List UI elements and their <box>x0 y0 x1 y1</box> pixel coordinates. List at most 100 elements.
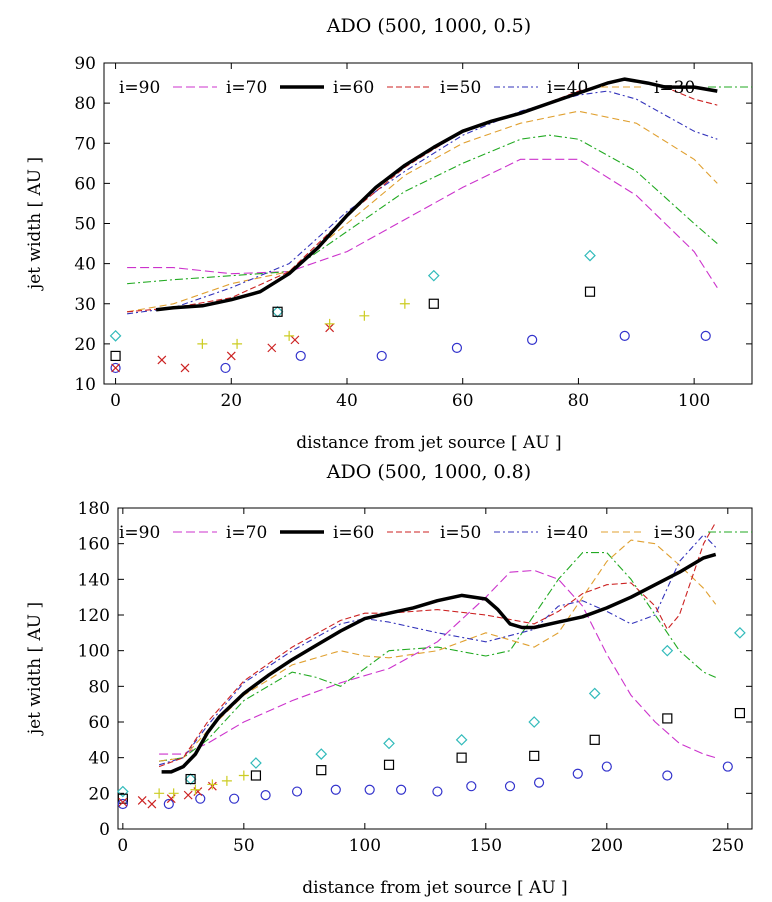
marker-blue-circles <box>527 334 538 345</box>
marker-blue-circles <box>195 793 206 804</box>
x-tick-label: 0 <box>110 391 121 411</box>
marker-red-crosses <box>111 363 120 373</box>
marker-blue-circles <box>504 781 516 792</box>
y-tick-label: 80 <box>88 677 110 697</box>
marker-blue-circles <box>163 798 174 810</box>
marker-cyan-diamonds <box>528 716 541 728</box>
series-line-i60 <box>158 522 717 768</box>
legend-label-i40: i=40 <box>547 78 588 98</box>
y-tick-label: 160 <box>78 535 110 555</box>
marker-black-squares <box>529 750 540 761</box>
x-tick-label: 200 <box>591 836 623 856</box>
series-line-i50 <box>158 534 717 766</box>
marker-cyan-diamonds <box>315 748 328 760</box>
marker-blue-circles <box>117 798 128 810</box>
series-line-i70 <box>161 552 717 774</box>
marker-yellow-pluses <box>324 318 335 329</box>
y-tick-label: 30 <box>74 295 96 315</box>
series-line-i50 <box>127 90 718 315</box>
y-tick-label: 60 <box>74 174 96 194</box>
y-tick-label: 50 <box>74 215 96 235</box>
marker-blue-circles <box>330 784 341 795</box>
marker-blue-circles <box>295 350 306 362</box>
series-line-i90 <box>159 569 716 759</box>
legend-label-i90: i=90 <box>119 523 160 543</box>
marker-black-squares <box>589 734 600 745</box>
series-line-i90 <box>127 158 718 288</box>
plot-frame <box>117 507 753 830</box>
marker-black-squares <box>316 765 327 776</box>
marker-cyan-diamonds <box>584 249 596 262</box>
x-tick-label: 40 <box>336 391 358 411</box>
series-line-i40 <box>159 539 717 762</box>
marker-blue-circles <box>572 768 583 779</box>
marker-black-squares <box>734 707 746 719</box>
legend-label-i90: i=90 <box>119 78 160 98</box>
series-line-i40 <box>127 110 718 313</box>
marker-yellow-pluses <box>399 298 410 309</box>
marker-black-squares <box>428 298 439 309</box>
marker-yellow-pluses <box>190 784 201 795</box>
marker-yellow-pluses <box>238 770 249 781</box>
y-tick-label: 40 <box>88 749 110 769</box>
marker-blue-circles <box>662 770 673 781</box>
marker-cyan-diamonds <box>427 269 440 282</box>
marker-red-crosses <box>180 363 190 373</box>
marker-red-crosses <box>226 351 236 361</box>
marker-cyan-diamonds <box>588 687 601 700</box>
y-tick-label: 120 <box>78 606 110 626</box>
x-tick-label: 250 <box>712 836 744 856</box>
legend-label-i30: i=30 <box>654 78 695 98</box>
marker-red-crosses <box>290 335 300 345</box>
marker-blue-circles <box>229 793 240 804</box>
y-tick-label: 140 <box>78 570 110 590</box>
x-tick-label: 100 <box>678 391 710 411</box>
legend-label-i50: i=50 <box>440 523 481 543</box>
marker-red-crosses <box>118 797 128 807</box>
marker-red-crosses <box>137 796 147 805</box>
legend-label-i70: i=70 <box>226 78 267 98</box>
plot-frame <box>103 62 753 385</box>
series-line-i30 <box>127 134 718 285</box>
y-axis-label: jet width [ AU ] <box>25 157 45 291</box>
chart-title: ADO (500, 1000, 0.5) <box>326 15 531 37</box>
marker-black-squares <box>456 752 467 763</box>
y-axis-label: jet width [ AU ] <box>25 602 45 736</box>
marker-cyan-diamonds <box>383 737 395 750</box>
marker-blue-circles <box>110 362 121 374</box>
x-tick-label: 150 <box>470 836 502 856</box>
marker-black-squares <box>250 770 262 781</box>
marker-blue-circles <box>376 350 387 362</box>
marker-red-crosses <box>157 355 167 365</box>
marker-blue-circles <box>466 781 477 792</box>
chart-title: ADO (500, 1000, 0.8) <box>326 461 531 483</box>
marker-blue-circles <box>601 761 612 772</box>
marker-yellow-pluses <box>197 338 208 349</box>
marker-black-squares <box>110 350 121 362</box>
marker-yellow-pluses <box>232 338 243 349</box>
marker-blue-circles <box>396 784 407 795</box>
marker-cyan-diamonds <box>109 330 122 342</box>
marker-yellow-pluses <box>221 775 232 786</box>
marker-blue-circles <box>722 761 733 772</box>
x-tick-label: 50 <box>233 836 255 856</box>
marker-red-crosses <box>147 799 157 809</box>
marker-blue-circles <box>432 786 443 797</box>
legend-label-i60: i=60 <box>333 523 374 543</box>
legend-label-i50: i=50 <box>440 78 481 98</box>
y-tick-label: 10 <box>74 375 96 395</box>
marker-cyan-diamonds <box>661 644 674 657</box>
marker-cyan-diamonds <box>734 626 746 639</box>
marker-red-crosses <box>183 790 193 800</box>
marker-blue-circles <box>451 342 463 353</box>
series-line-i70 <box>155 77 718 312</box>
marker-yellow-pluses <box>154 788 165 799</box>
x-tick-label: 20 <box>220 391 242 411</box>
y-tick-label: 0 <box>99 820 110 840</box>
x-tick-label: 100 <box>349 836 381 856</box>
y-tick-label: 80 <box>74 94 96 114</box>
marker-yellow-pluses <box>284 330 295 341</box>
marker-cyan-diamonds <box>250 757 262 769</box>
y-tick-label: 60 <box>88 713 110 733</box>
marker-blue-circles <box>291 786 303 797</box>
